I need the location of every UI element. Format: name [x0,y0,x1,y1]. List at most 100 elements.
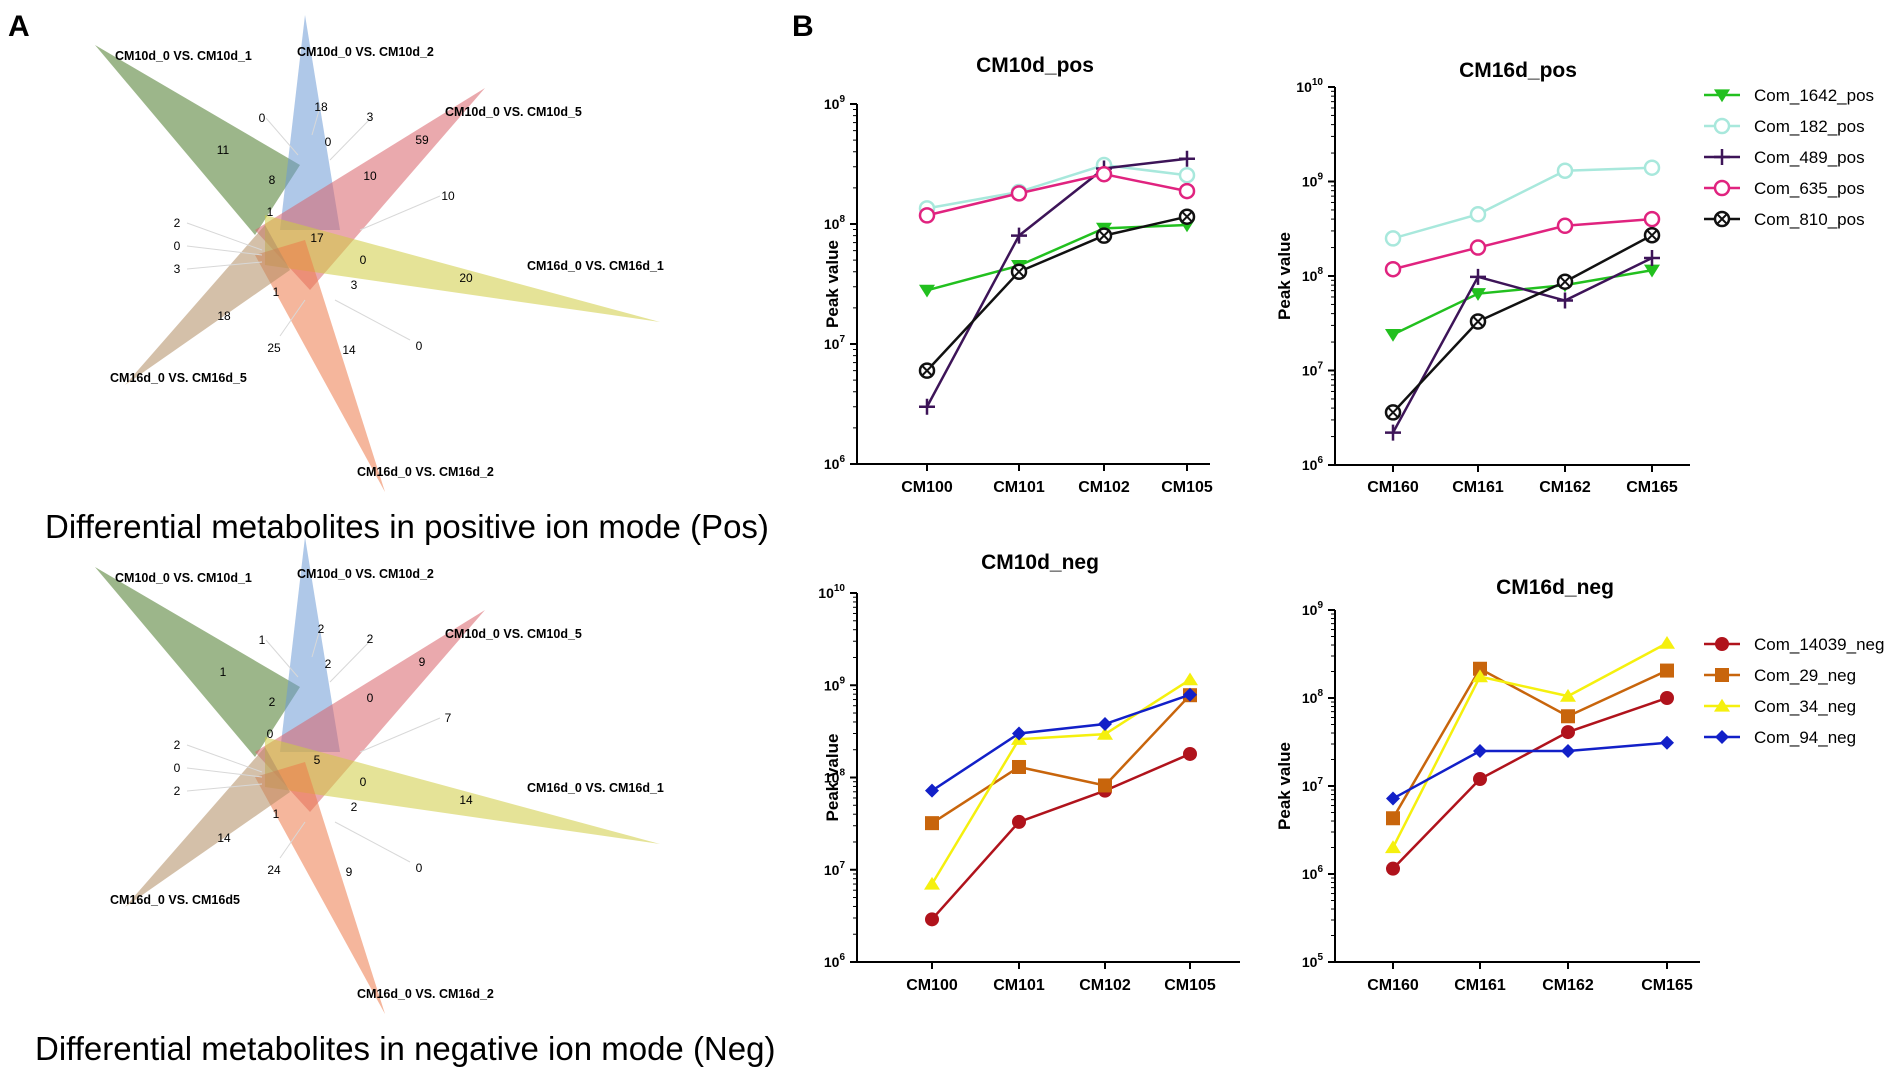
chart-1-ytick-label-8: 108 [824,214,846,232]
chart-2-point-Com_489_pos-CM161 [1470,268,1486,285]
venn-pos-count-11: 17 [310,231,324,245]
chart-1-point-Com_635_pos-CM100 [918,207,936,224]
chart-2-ylabel: Peak value [1275,232,1294,320]
chart-3-line-Com_94_neg [931,693,1191,792]
chart-1-ylabel: Peak value [823,240,842,328]
venn-pos-leader-2 [311,106,321,136]
chart-3-xtick-label-CM102: CM102 [1079,977,1131,994]
chart-1-line-Com_489_pos [925,157,1188,408]
venn-neg-count-12: 0 [360,775,367,789]
chart-2-line-Com_489_pos [1391,256,1653,434]
venn-pos: CM10d_0 VS. CM10d_1 CM10d_0 VS. CM10d_2 CM… [45,15,769,545]
chart-1-point-Com_635_pos-CM105 [1178,182,1196,200]
chart-1-point-Com_489_pos-CM100 [919,398,935,415]
chart-4-xtick-label-CM161: CM161 [1454,977,1506,994]
chart-1-line-Com_635_pos [926,172,1188,217]
chart-1-point-Com_489_pos-CM101 [1011,227,1027,244]
venn-pos-leader-1 [265,117,299,156]
chart-4-point-Com_34_neg-CM165 [1659,635,1675,649]
venn-neg-count-17: 1 [273,807,280,821]
venn-pos-set-label-6: CM16d_0 VS. CM16d_5 [110,371,247,385]
chart-1-ytick-exp-6: 6 [839,454,845,465]
chart-2-ytick-label-6: 106 [1302,455,1324,473]
venn-pos-count-2: 0 [325,135,332,149]
legend-pos-marker-Com_489_pos [1714,149,1730,165]
chart-3-ytick-exp-9: 9 [839,675,845,686]
chart-3-point-Com_94_neg-CM102 [1098,717,1112,732]
venn-pos-leader-3 [329,116,373,161]
venn-neg-count-7: 2 [269,695,276,709]
chart-2-ytick-label-9: 109 [1302,172,1324,190]
venn-neg-set-label-4: CM16d_0 VS. CM16d_1 [527,781,664,795]
chart-3-point-Com_94_neg-CM105 [1183,687,1197,702]
venn-pos-count-10: 1 [267,205,274,219]
chart-2-xtick-label-CM162: CM162 [1539,479,1591,496]
chart-4-ytick-exp-5: 5 [1317,952,1323,963]
chart-3-point-Com_34_neg-CM102 [1097,726,1113,740]
chart-3-xtick-label-CM101: CM101 [993,977,1045,994]
venn-pos-count-19: 18 [217,309,231,323]
venn-pos-count-4: 0 [259,111,266,125]
chart-1-point-Com_810_pos-CM101-cross [1013,266,1025,278]
chart-2-ytick-exp-10: 10 [1312,77,1324,88]
chart-1-xtick-label-CM102: CM102 [1078,479,1130,496]
venn-neg-set-5 [255,762,385,1014]
venn-pos-set-5 [255,240,385,492]
chart-2-point-Com_182_pos-CM160 [1384,230,1402,247]
chart-4-point-Com_29_neg-CM162 [1561,709,1575,724]
venn-neg-count-13: 14 [459,793,473,807]
chart-3-ytick-exp-7: 7 [839,860,845,871]
chart-4-line-Com_29_neg [1391,667,1668,819]
venn-neg-count-3: 2 [367,632,374,646]
legend-neg-marker-Com_14039_neg [1715,637,1729,651]
chart-4-ylabel: Peak value [1275,742,1294,830]
chart-2-point-Com_810_pos-CM162 [1556,273,1574,290]
legend-pos-label-Com_635_pos: Com_635_pos [1754,179,1865,198]
venn-pos-set-label-3: CM10d_0 VS. CM10d_5 [445,105,582,119]
chart-2-xtick-label-CM165: CM165 [1626,479,1678,496]
chart-2-point-Com_810_pos-CM160 [1384,404,1402,421]
venn-neg-leader-6 [186,767,263,778]
chart-1-ytick-exp-9: 9 [839,94,845,105]
venn-neg-set-label-5: CM16d_0 VS. CM16d_2 [357,987,494,1001]
chart-3-ytick-exp-8: 8 [839,768,845,779]
chart-4-ytick-label-6: 106 [1302,864,1324,882]
chart-3-line-Com_34_neg [930,678,1191,885]
venn-neg-count-6: 1 [220,665,227,679]
legend-neg-marker-Com_34_neg [1714,698,1730,712]
chart-1-point-Com_635_pos-CM102 [1095,165,1113,183]
chart-2-ytick-label-10: 1010 [1296,77,1323,95]
chart-2-point-Com_182_pos-CM165 [1643,159,1661,176]
venn-neg-count-1: 2 [318,622,325,636]
venn-neg-leader-5 [186,744,263,773]
chart-1-point-Com_635_pos-CM101 [1010,185,1028,202]
chart-1-ytick-label-9: 109 [824,94,846,112]
chart-4-point-Com_29_neg-CM165 [1660,663,1674,678]
venn-pos-count-22: 0 [416,339,423,353]
legend-pos-marker-Com_810_pos [1713,210,1731,228]
chart-3-line-Com_29_neg [931,694,1191,825]
venn-pos-body: CM10d_0 VS. CM10d_1 CM10d_0 VS. CM10d_2 CM… [95,15,664,492]
venn-neg-count-22: 0 [416,861,423,875]
legend-neg-marker-Com_29_neg [1715,668,1729,682]
chart-4-point-Com_14039_neg-CM165 [1660,691,1674,705]
chart-2-point-Com_810_pos-CM162-cross [1559,276,1571,288]
chart-3-point-Com_34_neg-CM100 [924,876,940,890]
chart-1-xtick-label-CM101: CM101 [993,479,1045,496]
venn-pos-set-label-4: CM16d_0 VS. CM16d_1 [527,259,664,273]
venn-pos-leader-8 [279,299,306,337]
chart-1-point-Com_810_pos-CM102-cross [1098,229,1110,242]
venn-neg-count-18: 2 [351,800,358,814]
chart-2-xtick-label-CM160: CM160 [1367,479,1419,496]
chart-4-line-Com_94_neg [1392,741,1668,800]
chart-1: CM10d_pos 106 107 108 109 Peak value CM100 CM10… [823,54,1213,496]
chart-3-point-Com_29_neg-CM101 [1012,759,1026,774]
chart-2-ytick-exp-7: 7 [1317,361,1323,372]
chart-2-xtick-label-CM161: CM161 [1452,479,1504,496]
venn-neg-set-label-1: CM10d_0 VS. CM10d_1 [115,571,252,585]
chart-2-point-Com_1642_pos-CM160 [1385,328,1401,342]
chart-4-point-Com_14039_neg-CM161 [1473,772,1487,787]
legend-pos-label-Com_489_pos: Com_489_pos [1754,148,1865,167]
